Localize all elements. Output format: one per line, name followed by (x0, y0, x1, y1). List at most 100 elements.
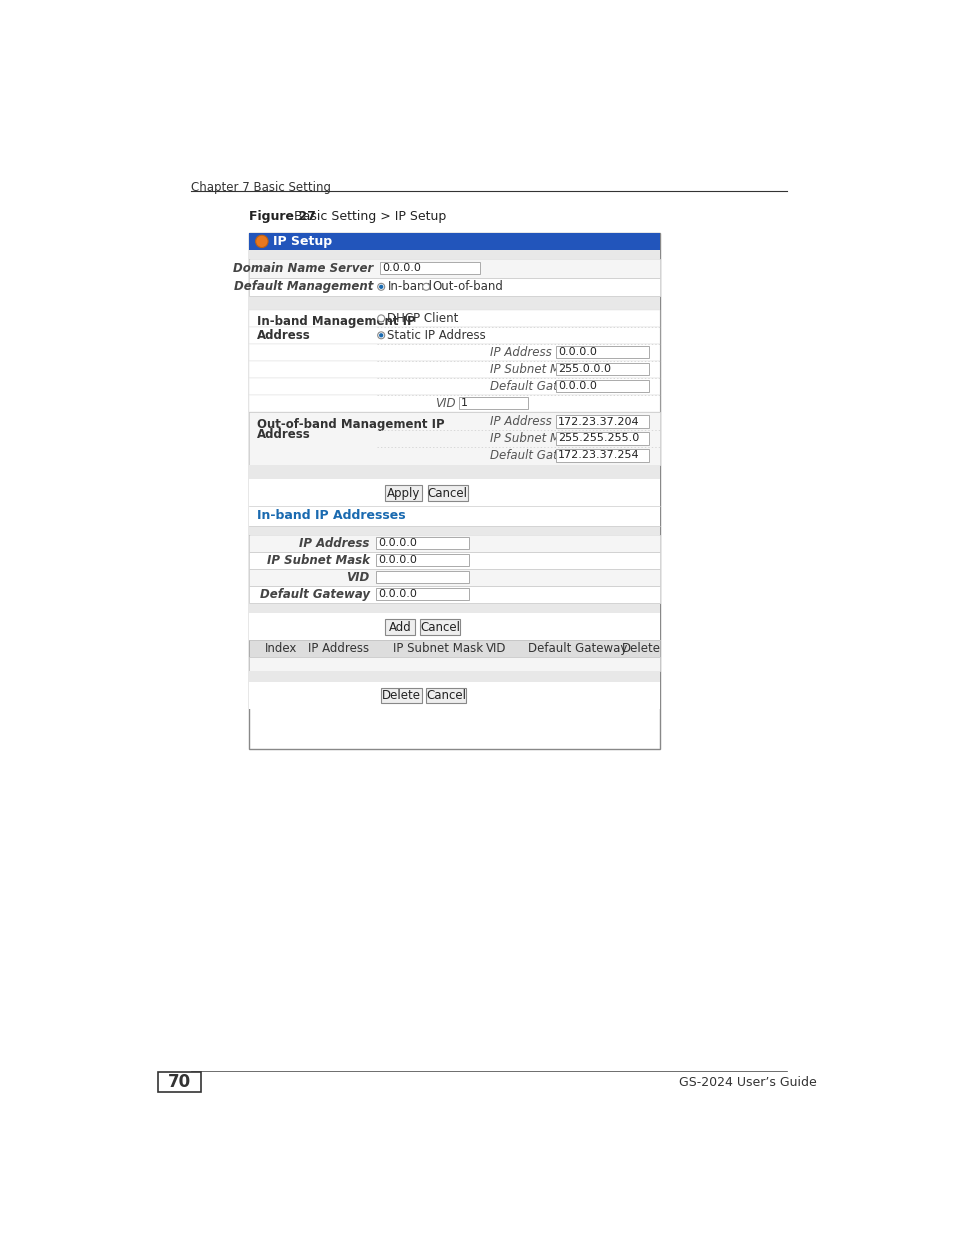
Text: VID: VID (346, 571, 369, 584)
Bar (249, 411, 659, 466)
Text: Address: Address (257, 329, 311, 342)
Bar (555, 346, 648, 358)
Text: Delete: Delete (620, 642, 659, 656)
Bar (555, 380, 648, 393)
Bar (426, 688, 466, 704)
Bar (249, 506, 659, 526)
Bar (249, 378, 659, 395)
Bar (427, 485, 468, 501)
Bar (249, 361, 659, 378)
Circle shape (377, 332, 384, 338)
Text: DHCP Client: DHCP Client (387, 312, 458, 325)
Bar (419, 620, 459, 635)
Bar (379, 262, 480, 274)
Text: Cancel: Cancel (427, 487, 467, 500)
Text: Out-of-band: Out-of-band (432, 280, 502, 293)
Text: VID: VID (435, 396, 456, 410)
Text: IP Address: IP Address (489, 415, 551, 429)
Bar (249, 233, 659, 748)
Text: Index: Index (265, 642, 297, 656)
Text: In-band: In-band (387, 280, 432, 293)
Bar (249, 603, 659, 614)
Text: 70: 70 (168, 1073, 191, 1092)
Circle shape (255, 235, 268, 247)
Bar (249, 585, 659, 603)
Bar (249, 466, 659, 479)
Bar (249, 640, 659, 657)
Bar (555, 450, 648, 462)
Bar (249, 526, 659, 535)
Text: In-band Management IP: In-band Management IP (257, 315, 416, 329)
Text: 1: 1 (460, 398, 468, 408)
Text: Add: Add (388, 621, 411, 634)
Bar (555, 415, 648, 427)
Bar (249, 343, 659, 361)
Text: Basic Setting > IP Setup: Basic Setting > IP Setup (286, 210, 446, 222)
Text: IP Address: IP Address (307, 642, 368, 656)
Text: Delete: Delete (381, 689, 420, 703)
Bar (249, 259, 659, 278)
Bar (375, 537, 468, 550)
Bar (249, 671, 659, 682)
Text: VID: VID (485, 642, 506, 656)
Bar (458, 396, 528, 409)
Text: Static IP Address: Static IP Address (387, 329, 486, 342)
Circle shape (378, 333, 383, 337)
Bar (385, 620, 415, 635)
Bar (249, 682, 659, 709)
Text: GS-2024 User’s Guide: GS-2024 User’s Guide (679, 1076, 816, 1089)
Text: In-band IP Addresses: In-band IP Addresses (257, 509, 405, 522)
Text: 0.0.0.0: 0.0.0.0 (377, 589, 416, 599)
Text: 0.0.0.0: 0.0.0.0 (377, 556, 416, 566)
Bar (375, 571, 468, 583)
Text: IP Subnet Mask: IP Subnet Mask (393, 642, 482, 656)
Text: 0.0.0.0: 0.0.0.0 (377, 538, 416, 548)
Text: IP Subnet Mask: IP Subnet Mask (489, 363, 579, 375)
Bar (249, 278, 659, 296)
Text: Domain Name Server: Domain Name Server (233, 262, 373, 275)
Text: Out-of-band Management IP: Out-of-band Management IP (257, 419, 444, 431)
Text: Address: Address (257, 429, 311, 441)
Text: 0.0.0.0: 0.0.0.0 (558, 347, 597, 357)
Text: IP Address: IP Address (299, 537, 369, 550)
Bar (249, 233, 659, 249)
Text: Apply: Apply (387, 487, 420, 500)
Bar (555, 432, 648, 445)
Circle shape (377, 283, 384, 290)
Bar (249, 296, 659, 310)
Bar (555, 363, 648, 375)
Circle shape (378, 284, 383, 289)
Bar (158, 1072, 201, 1092)
Text: 0.0.0.0: 0.0.0.0 (381, 263, 420, 273)
Bar (249, 479, 659, 506)
Bar (375, 588, 468, 600)
Bar (375, 555, 468, 567)
Text: Figure 27: Figure 27 (249, 210, 316, 222)
Text: 172.23.37.204: 172.23.37.204 (558, 416, 639, 426)
Text: Chapter 7 Basic Setting: Chapter 7 Basic Setting (192, 180, 331, 194)
Text: Cancel: Cancel (426, 689, 466, 703)
Text: IP Subnet Mask: IP Subnet Mask (489, 432, 579, 445)
Text: Default Management: Default Management (233, 280, 373, 293)
Bar (381, 688, 421, 704)
Text: IP Setup: IP Setup (273, 235, 332, 248)
Text: Default Gateway: Default Gateway (528, 642, 627, 656)
Text: IP Address: IP Address (489, 346, 551, 358)
Bar (249, 552, 659, 568)
Text: 255.0.0.0: 255.0.0.0 (558, 364, 610, 374)
Bar (249, 614, 659, 640)
Text: Cancel: Cancel (419, 621, 459, 634)
Text: 172.23.37.254: 172.23.37.254 (558, 451, 639, 461)
Bar (249, 310, 659, 327)
Text: 0.0.0.0: 0.0.0.0 (558, 382, 597, 391)
Circle shape (377, 315, 384, 322)
Bar (249, 535, 659, 552)
Text: Default Gateway: Default Gateway (489, 450, 588, 462)
Text: Default Gateway: Default Gateway (259, 588, 369, 600)
Bar (249, 249, 659, 259)
Text: 255.255.255.0: 255.255.255.0 (558, 433, 639, 443)
Bar (249, 327, 659, 343)
Bar (385, 485, 422, 501)
Bar (249, 395, 659, 411)
Text: Default Gateway: Default Gateway (489, 379, 588, 393)
